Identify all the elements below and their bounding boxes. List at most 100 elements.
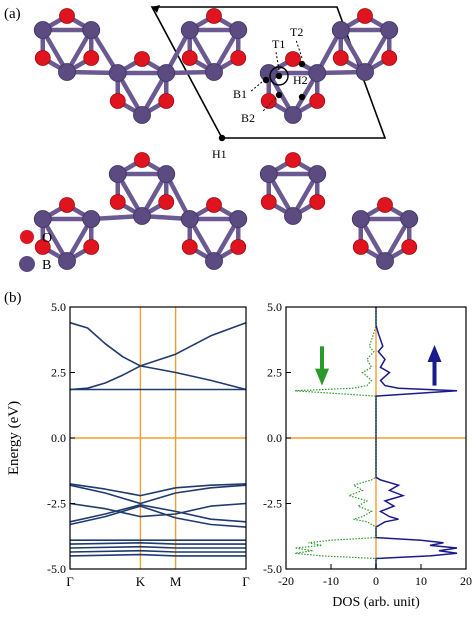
boron-atom	[157, 165, 176, 183]
boron-atom	[376, 252, 394, 270]
oxygen-atom	[34, 50, 51, 66]
oxygen-atom	[109, 194, 126, 210]
site-marker-h1	[218, 134, 226, 142]
band-line	[69, 321, 247, 391]
band-line	[69, 503, 247, 523]
boron-atom	[351, 210, 370, 228]
spin-down-arrowhead	[315, 368, 329, 386]
y-tick-label: 2.5	[51, 366, 66, 380]
legend-b-marker	[19, 256, 35, 272]
boron-atom	[133, 207, 151, 225]
oxygen-atom	[59, 197, 75, 213]
boron-atom	[180, 21, 199, 39]
site-label-t2: T2	[290, 25, 303, 39]
x-axis-label: DOS (arb. unit)	[332, 595, 420, 610]
boron-atom	[157, 64, 176, 82]
oxygen-atom	[83, 50, 100, 66]
y-tick-label: 0.0	[267, 431, 282, 445]
oxygen-atom	[357, 8, 373, 24]
y-tick-label: 0.0	[51, 431, 66, 445]
oxygen-atom	[158, 194, 175, 210]
oxygen-atom	[206, 8, 222, 24]
panel-label-b: (b)	[4, 290, 22, 306]
oxygen-atom	[401, 239, 418, 255]
atom-legend: O B	[19, 230, 52, 273]
k-point-label: Γ	[66, 574, 74, 589]
band-line	[69, 484, 247, 505]
band-line	[69, 321, 247, 391]
site-marker-b2	[275, 91, 283, 99]
oxygen-atom	[352, 239, 369, 255]
oxygen-atom	[285, 51, 301, 67]
band-line	[69, 541, 246, 545]
oxygen-atom	[332, 50, 349, 66]
boron-atom	[82, 21, 101, 39]
boron-atom	[133, 106, 151, 124]
oxygen-atom	[134, 152, 150, 168]
band-line	[69, 545, 246, 549]
band-line	[69, 505, 247, 528]
y-tick-label: -2.5	[47, 497, 66, 511]
site-ring-t1	[269, 66, 289, 86]
band-line	[69, 502, 247, 518]
x-tick-label: 20	[460, 574, 472, 588]
boron-atom	[308, 64, 327, 82]
x-tick-label: 0	[373, 574, 379, 588]
boron-atom	[308, 165, 327, 183]
oxygen-atom	[377, 197, 393, 213]
y-tick-label: 5.0	[267, 300, 282, 314]
oxygen-atom	[381, 50, 398, 66]
oxygen-atom	[260, 194, 277, 210]
boron-atom	[380, 21, 399, 39]
boron-atom	[205, 63, 223, 81]
oxygen-atom	[134, 51, 150, 67]
y-axis-label: Energy (eV)	[6, 401, 22, 475]
boron-atom	[58, 63, 76, 81]
k-point-label: Γ	[242, 574, 250, 589]
site-marker-t2	[298, 60, 306, 68]
k-point-label: K	[136, 574, 146, 589]
boron-atom	[205, 252, 223, 270]
oxygen-atom	[309, 194, 326, 210]
oxygen-atom	[109, 93, 126, 109]
site-marker-b1	[262, 76, 270, 84]
y-tick-label: 5.0	[51, 300, 66, 314]
boron-atom	[229, 210, 248, 228]
legend-o-marker	[20, 230, 34, 244]
boron-atom	[108, 64, 127, 82]
site-label-b2: B2	[241, 111, 255, 125]
y-tick-label: -5.0	[47, 562, 66, 576]
oxygen-atom	[206, 197, 222, 213]
oxygen-atom	[230, 50, 247, 66]
panel-label-a: (a)	[4, 6, 21, 22]
oxygen-atom	[230, 239, 247, 255]
dos-spin-up-line	[375, 307, 458, 569]
site-marker-t1	[275, 72, 283, 80]
y-tick-label: 2.5	[267, 366, 282, 380]
k-point-label: M	[170, 574, 182, 589]
boron-atom	[82, 210, 101, 228]
oxygen-atom	[181, 239, 198, 255]
boron-atom	[33, 210, 52, 228]
oxygen-atom	[285, 152, 301, 168]
boron-atom	[356, 63, 374, 81]
legend-b-label: B	[42, 258, 51, 273]
oxygen-atom	[309, 93, 326, 109]
x-tick-label: -10	[323, 574, 339, 588]
boron-atom	[331, 21, 350, 39]
boron-atom	[284, 106, 302, 124]
band-line	[69, 553, 246, 557]
legend-o-label: O	[42, 231, 52, 246]
oxygen-atom	[260, 93, 277, 109]
site-marker-h2	[298, 93, 306, 101]
band-structure-chart: -5.0 -2.5 0.0 2.5 5.0 Γ K M Γ Energy (eV)	[6, 300, 250, 589]
boron-atom	[180, 210, 199, 228]
boron-atom	[259, 165, 278, 183]
site-label-h2: H2	[293, 73, 308, 87]
site-label-t1: T1	[272, 37, 285, 51]
band-line	[69, 483, 247, 497]
spin-up-arrowhead	[427, 344, 442, 363]
boron-atom	[108, 165, 127, 183]
oxygen-atom	[59, 8, 75, 24]
band-line	[69, 549, 246, 553]
